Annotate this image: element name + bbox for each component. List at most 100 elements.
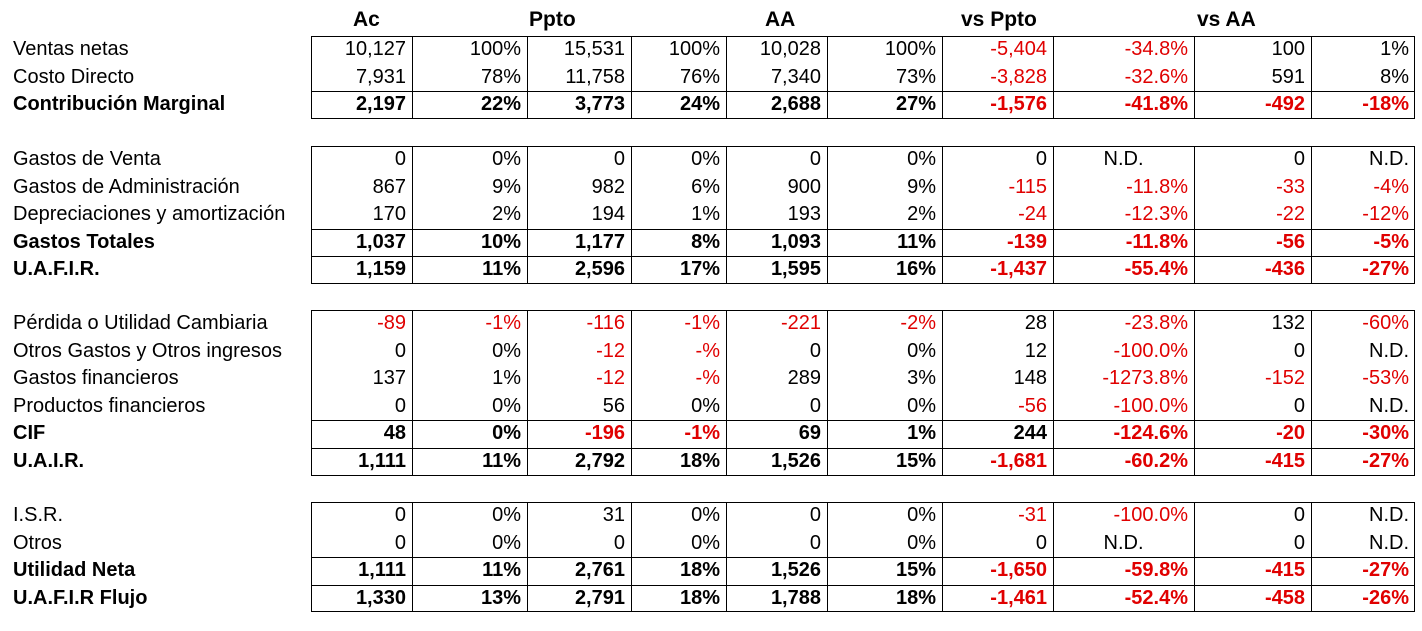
- table-cell: -139: [1006, 230, 1047, 253]
- column-divider: [827, 36, 828, 119]
- column-divider: [527, 36, 528, 119]
- table-cell: -27%: [1362, 258, 1409, 281]
- column-header-vs-ppto: vs Ppto: [961, 8, 1037, 31]
- table-cell: 1,037: [355, 230, 406, 253]
- column-divider: [1053, 310, 1054, 476]
- row-divider: [311, 91, 1415, 93]
- table-cell: -1%: [684, 422, 720, 445]
- table-cell: -26%: [1362, 586, 1409, 609]
- column-divider: [1053, 146, 1054, 284]
- column-divider: [631, 146, 632, 284]
- table-cell: N.D.: [1369, 531, 1409, 554]
- table-cell: 0%: [907, 394, 936, 417]
- table-cell: 12: [1024, 339, 1047, 362]
- column-divider: [726, 36, 727, 119]
- table-cell: 0: [1293, 148, 1305, 170]
- table-cell: 28: [1024, 312, 1047, 334]
- column-divider: [1194, 36, 1195, 119]
- table-cell: 0%: [691, 531, 720, 554]
- row-label: Costo Directo: [13, 65, 135, 88]
- row-divider: [311, 557, 1415, 559]
- table-cell: 3%: [907, 367, 936, 390]
- column-divider: [527, 146, 528, 284]
- table-cell: -12: [596, 367, 625, 390]
- column-divider: [1311, 310, 1312, 476]
- table-cell: 9%: [907, 175, 936, 198]
- table-cell: -59.8%: [1124, 559, 1188, 582]
- table-cell: 0: [394, 339, 406, 362]
- table-cell: 2,688: [770, 93, 821, 116]
- table-cell: 170: [372, 203, 406, 226]
- table-row: Contribución Marginal 2,197 22% 3,773 24% 2,6…: [0, 91, 1422, 118]
- table-cell: 11%: [482, 258, 521, 281]
- table-cell: 11%: [482, 450, 521, 472]
- table-cell: -1,650: [990, 559, 1047, 582]
- table-cell: 194: [591, 203, 625, 226]
- column-header-vs-aa: vs AA: [1197, 8, 1256, 31]
- table-row: Gastos financieros 137 1% -12 -% 289 3% 148 -127…: [0, 365, 1422, 392]
- table-cell: 2,792: [574, 450, 625, 472]
- table-row: U.A.F.I.R. 1,159 11% 2,596 17% 1,595 16% -1,437…: [0, 256, 1422, 283]
- table-cell: 0: [1035, 148, 1047, 170]
- column-divider: [726, 146, 727, 284]
- row-divider: [311, 420, 1415, 422]
- row-divider: [311, 228, 1415, 230]
- table-row: Gastos Totales 1,037 10% 1,177 8% 1,093 11% -13…: [0, 229, 1422, 256]
- table-cell: -100.0%: [1113, 394, 1189, 417]
- table-cell: -1,681: [990, 450, 1047, 472]
- row-label: Productos financieros: [13, 394, 206, 417]
- table-cell: -1,576: [990, 93, 1047, 116]
- column-divider: [412, 310, 413, 476]
- table-cell: 148: [1013, 367, 1047, 390]
- row-label: Gastos de Venta: [13, 148, 161, 170]
- table-cell: 0%: [907, 531, 936, 554]
- table-cell: -53%: [1362, 367, 1409, 390]
- table-cell: 867: [372, 175, 406, 198]
- table-cell: 0: [613, 148, 625, 170]
- table-cell: -196: [584, 422, 625, 445]
- table-cell: 1,177: [574, 230, 625, 253]
- table-cell: -11.8%: [1125, 230, 1188, 253]
- table-cell: 1,526: [770, 559, 821, 582]
- table-cell: -31: [1018, 504, 1047, 526]
- table-row: U.A.I.R. 1,111 11% 2,792 18% 1,526 15% -1,681 -6…: [0, 448, 1422, 475]
- table-cell: -89: [377, 312, 406, 334]
- table-cell: -5%: [1373, 230, 1409, 253]
- table-cell: 2%: [492, 203, 521, 226]
- table-cell: 0: [809, 504, 821, 526]
- table-cell: 0: [809, 148, 821, 170]
- table-cell: 0%: [691, 148, 720, 170]
- table-cell: 0%: [492, 394, 521, 417]
- table-cell: 15%: [895, 450, 936, 472]
- table-cell: 0: [1293, 504, 1305, 526]
- row-label: U.A.F.I.R.: [13, 258, 100, 281]
- table-cell: 0: [1035, 531, 1047, 554]
- column-divider: [1053, 36, 1054, 119]
- table-cell: 10,127: [344, 38, 406, 60]
- column-header-ac: Ac: [353, 8, 380, 31]
- table-cell: -5,404: [990, 38, 1047, 60]
- table-cell: 0%: [492, 148, 521, 170]
- table-row: Ventas netas 10,127 100% 15,531 100% 10,028 10…: [0, 36, 1422, 63]
- table-cell: -60.2%: [1124, 450, 1188, 472]
- column-divider: [827, 146, 828, 284]
- table-cell: -18%: [1362, 93, 1409, 116]
- table-cell: 0: [1293, 394, 1305, 417]
- table-cell: -1273.8%: [1102, 367, 1188, 390]
- table-cell: 193: [787, 203, 821, 226]
- column-header-ppto: Ppto: [529, 8, 576, 31]
- table-cell: 1%: [1380, 38, 1409, 60]
- row-label: U.A.I.R.: [13, 450, 85, 472]
- table-cell: 6%: [691, 175, 720, 198]
- table-cell: 0: [1293, 339, 1305, 362]
- table-cell: 17%: [679, 258, 720, 281]
- table-cell: -12%: [1362, 203, 1409, 226]
- table-cell: 0%: [691, 394, 720, 417]
- table-cell: -436: [1264, 258, 1305, 281]
- table-cell: -100.0%: [1113, 504, 1189, 526]
- table-cell: 8%: [1380, 65, 1409, 88]
- column-divider: [942, 146, 943, 284]
- table-row: Costo Directo 7,931 78% 11,758 76% 7,340 73% -3…: [0, 64, 1422, 91]
- table-cell: -415: [1264, 450, 1305, 472]
- table-cell: -124.6%: [1113, 422, 1189, 445]
